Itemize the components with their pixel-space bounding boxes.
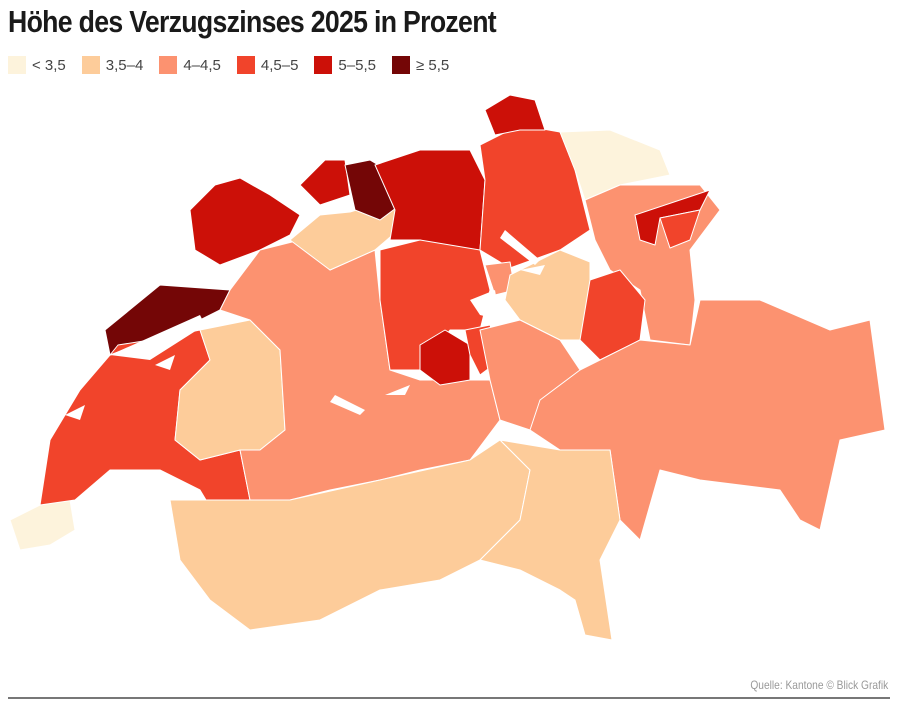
lake (385, 385, 410, 395)
legend-item: 3,5–4 (81, 56, 144, 74)
legend-label: 5–5,5 (338, 56, 376, 74)
legend-label: 3,5–4 (105, 56, 144, 74)
legend: < 3,5 3,5–4 4–4,5 4,5–5 5–5,5 ≥ 5,5 (8, 56, 465, 74)
map-region (479, 439, 621, 641)
map-title: Höhe des Verzugszinses 2025 in Prozent (8, 4, 497, 39)
bottom-rule (8, 697, 890, 699)
map-region (419, 329, 471, 386)
map-region (504, 249, 591, 341)
legend-item: < 3,5 (8, 56, 66, 74)
map-region (559, 129, 671, 201)
map-region (659, 209, 701, 249)
legend-item: ≥ 5,5 (391, 56, 450, 74)
lake (155, 355, 175, 370)
legend-swatch (8, 56, 26, 74)
legend-swatch (236, 56, 255, 74)
legend-swatch (81, 56, 100, 74)
legend-label: ≥ 5,5 (415, 56, 450, 74)
legend-swatch (159, 56, 178, 74)
map-region (9, 499, 76, 551)
lake (520, 265, 545, 275)
legend-label: < 3,5 (32, 56, 66, 74)
map-region (189, 177, 301, 266)
choropleth-map (9, 94, 886, 641)
legend-swatch (314, 56, 333, 74)
source-note: Quelle: Kantone © Blick Grafik (750, 678, 888, 692)
lake (470, 290, 500, 320)
lake (65, 405, 85, 420)
lake (330, 395, 365, 415)
legend-label: 4,5–5 (260, 56, 299, 74)
lake (110, 315, 205, 360)
legend-swatch (391, 56, 410, 74)
map-region (374, 149, 486, 251)
legend-item: 4,5–5 (236, 56, 299, 74)
legend-label: 4–4,5 (183, 56, 221, 74)
legend-item: 4–4,5 (159, 56, 221, 74)
map-region (484, 94, 546, 136)
lake (500, 230, 540, 265)
map-region (299, 159, 351, 206)
legend-item: 5–5,5 (314, 56, 376, 74)
